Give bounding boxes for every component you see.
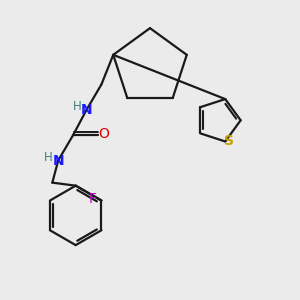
Text: H: H [73, 100, 81, 113]
Text: H: H [44, 151, 53, 164]
Text: O: O [98, 128, 109, 142]
Text: S: S [224, 134, 234, 148]
Text: N: N [81, 103, 92, 117]
Text: F: F [88, 192, 97, 206]
Text: N: N [52, 154, 64, 168]
